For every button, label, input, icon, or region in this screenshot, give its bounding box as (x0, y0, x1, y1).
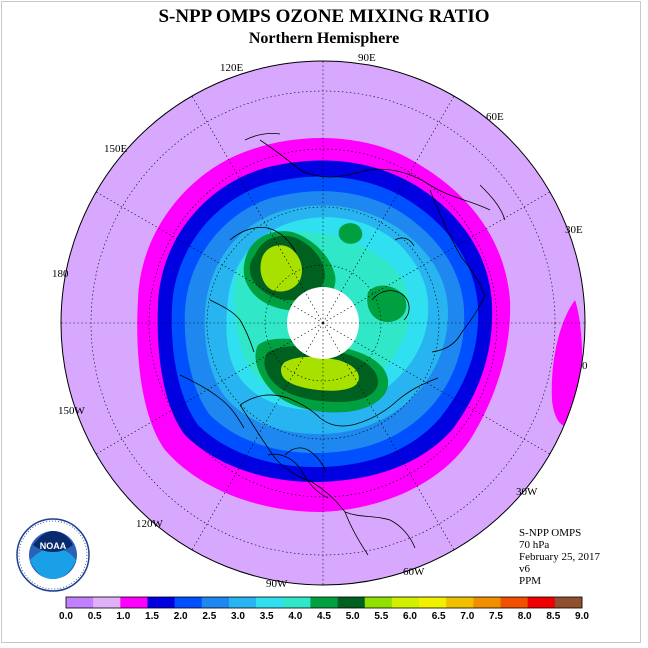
colorbar-swatch (120, 597, 148, 608)
noaa-logo-text: NOAA (40, 541, 67, 551)
map-boundary (60, 60, 586, 586)
colorbar-swatch (337, 597, 366, 608)
lon-label-60e: 60E (486, 111, 504, 123)
colorbar-swatch (201, 597, 230, 608)
noaa-logo: NOAA (16, 518, 90, 592)
colorbar (65, 596, 583, 609)
colorbar-outline (65, 596, 583, 609)
info-instrument: S-NPP OMPS (519, 527, 582, 539)
colorbar-tick-label: 1.5 (145, 611, 159, 622)
lon-label-90e: 90E (358, 52, 376, 64)
colorbar-swatch (364, 597, 393, 608)
colorbar-tick-label: 6.5 (431, 611, 446, 622)
colorbar-swatch (527, 597, 556, 608)
lon-label-30e: 30E (565, 224, 583, 236)
colorbar-tick-label: 6.0 (403, 611, 417, 622)
colorbar-tick-label: 8.0 (517, 611, 532, 622)
lon-label-30w: 30W (516, 486, 538, 498)
colorbar-swatch (228, 597, 257, 608)
colorbar-tick-label: 4.0 (288, 611, 303, 622)
ozone-band-4.5d (338, 223, 363, 244)
colorbar-swatch (256, 597, 284, 608)
map-subtitle: Northern Hemisphere (248, 30, 400, 47)
colorbar-tick-label: 2.5 (202, 611, 217, 622)
lon-label-150e: 150E (104, 143, 128, 155)
colorbar-swatch (147, 597, 175, 608)
info-date: February 25, 2017 (519, 551, 600, 563)
colorbar-tick-label: 9.0 (575, 611, 589, 622)
colorbar-swatch (419, 597, 447, 608)
map-title: S-NPP OMPS OZONE MIXING RATIO (158, 6, 490, 27)
info-units: PPM (519, 575, 542, 587)
colorbar-swatch (446, 597, 474, 608)
colorbar-tick-label: 5.5 (374, 611, 389, 622)
colorbar-tick-label: 0.5 (87, 611, 102, 622)
colorbar-swatch (391, 597, 420, 608)
lon-label-150w: 150W (58, 405, 85, 417)
info-level: 70 hPa (519, 539, 550, 551)
colorbar-tick-label: 5.0 (345, 611, 360, 622)
ozone-band-5.5a (260, 245, 302, 292)
colorbar-tick-label: 7.5 (489, 611, 503, 622)
figure-frame (1, 1, 641, 643)
lon-label-0: 0 (582, 360, 588, 372)
colorbar-swatch (500, 597, 528, 608)
colorbar-tick-label: 1.0 (116, 611, 131, 622)
colorbar-tick-label: 8.5 (546, 611, 561, 622)
colorbar-swatch (283, 597, 311, 608)
lon-label-120w: 120W (136, 518, 163, 530)
colorbar-swatch (310, 597, 338, 608)
colorbar-tick-label: 7.0 (460, 611, 475, 622)
ozone-band-5.5b (281, 356, 359, 391)
lon-label-120e: 120E (220, 62, 244, 74)
colorbar-tick-label: 3.0 (231, 611, 245, 622)
coastlines (179, 132, 506, 556)
lon-label-60w: 60W (403, 566, 425, 578)
colorbar-swatch (174, 597, 203, 608)
colorbar-swatch (93, 597, 121, 608)
graticule-parallels (90, 90, 556, 556)
colorbar-tick-label: 2.0 (173, 611, 188, 622)
colorbar-swatch (554, 597, 583, 608)
colorbar-swatch (66, 597, 94, 608)
lon-label-180: 180 (52, 268, 69, 280)
colorbar-tick-label: 4.5 (317, 611, 331, 622)
info-version: v6 (519, 563, 530, 575)
colorbar-tick-label: 3.5 (259, 611, 274, 622)
colorbar-tick-label: 0.0 (59, 611, 73, 622)
lon-label-90w: 90W (266, 578, 288, 590)
colorbar-swatch (473, 597, 501, 608)
